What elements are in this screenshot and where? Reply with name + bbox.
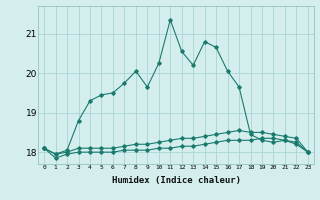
X-axis label: Humidex (Indice chaleur): Humidex (Indice chaleur) <box>111 176 241 185</box>
